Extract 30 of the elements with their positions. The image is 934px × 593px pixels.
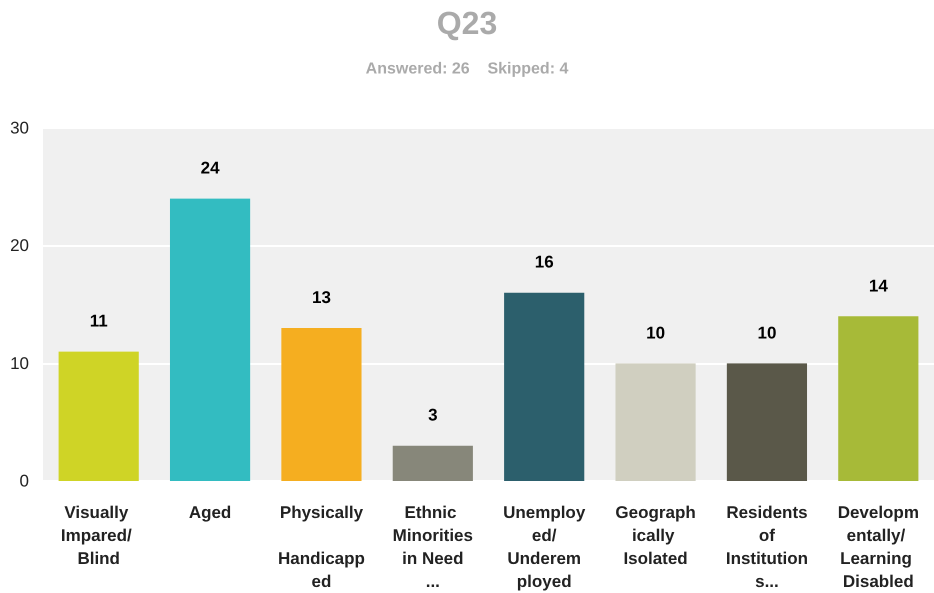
- bar: [504, 292, 584, 481]
- bar: [58, 352, 139, 481]
- x-tick-label: Ethnic Minorities in Need ...: [392, 503, 473, 591]
- bar: [615, 363, 696, 481]
- x-tick-label: Visually Impared/ Blind: [60, 503, 136, 568]
- data-label: 10: [646, 323, 666, 342]
- bar: [170, 198, 250, 481]
- data-label: 16: [534, 252, 554, 272]
- data-label: 14: [868, 276, 888, 296]
- data-label: 13: [312, 288, 331, 308]
- data-label: 11: [90, 312, 108, 331]
- data-label: 24: [200, 158, 220, 178]
- y-tick-label: 30: [10, 118, 29, 138]
- y-tick-label: 20: [10, 236, 29, 256]
- x-tick-label: Aged: [188, 503, 232, 522]
- bar: [838, 316, 918, 481]
- chart-title: Q23: [436, 5, 498, 41]
- x-tick-label: Developmentally/ Learning Disabled: [838, 503, 919, 591]
- x-tick-label: Unemployed/Underemployed: [503, 503, 586, 591]
- y-tick-label: 10: [10, 354, 29, 373]
- y-tick-label: 0: [20, 472, 29, 490]
- bar: [726, 363, 808, 481]
- bar: [392, 446, 473, 481]
- bar: [281, 328, 362, 481]
- x-tick-label: Residents of Institutions...: [726, 503, 808, 591]
- category-label: Physically Handicapped: [278, 503, 365, 591]
- chart-subtitle: Answered: 26 Skipped: 4: [366, 60, 568, 78]
- data-label: 10: [757, 323, 776, 342]
- x-tick-label: Geographically Isolated: [615, 503, 696, 568]
- data-label: 3: [428, 406, 438, 425]
